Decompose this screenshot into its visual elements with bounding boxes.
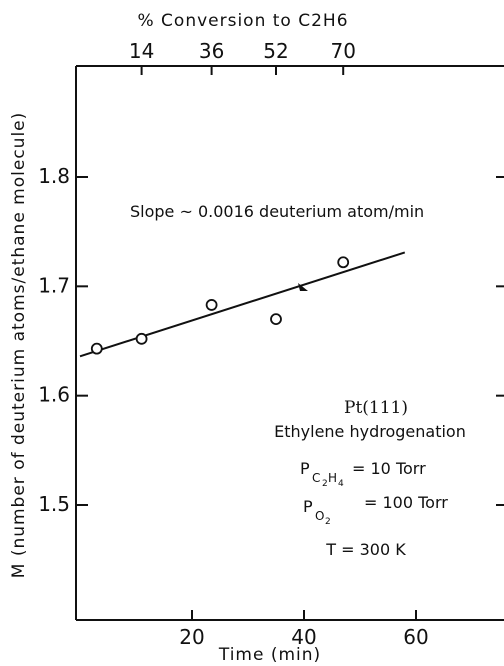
top-tick-label: 52 xyxy=(263,39,288,63)
temperature-label: T = 300 K xyxy=(325,540,406,559)
top-axis-ticks: 14 36 52 70 xyxy=(129,39,356,75)
x-axis-title: Time (min) xyxy=(218,645,321,665)
top-tick-label: 36 xyxy=(199,39,224,63)
p-o2-value: = 100 Torr xyxy=(364,493,448,512)
right-axis-ticks xyxy=(496,176,504,506)
top-axis-title: % Conversion to C2H6 xyxy=(137,11,348,31)
data-point xyxy=(270,313,282,326)
p-o2-subscript: O xyxy=(315,509,324,523)
x-axis-ticks: 20 40 60 xyxy=(179,610,429,649)
p-c2h4-subscript-3: H xyxy=(328,471,337,485)
data-point xyxy=(135,332,148,345)
y-axis-title: M (number of deuterium atoms/ethane mole… xyxy=(9,112,29,579)
y-tick-label: 1.7 xyxy=(38,273,70,297)
y-tick-label: 1.8 xyxy=(38,164,70,188)
p-c2h4-subscript: C xyxy=(312,471,320,485)
fit-line xyxy=(79,251,406,358)
x-tick-label: 40 xyxy=(291,625,316,649)
p-c2h4-symbol: P xyxy=(300,459,310,478)
p-c2h4-value: = 10 Torr xyxy=(352,459,426,478)
top-tick-label: 14 xyxy=(129,39,154,63)
p-c2h4-subscript-4: 4 xyxy=(338,479,344,489)
y-axis-ticks: 1.5 1.6 1.7 1.8 xyxy=(38,164,88,516)
surface-label: Pt(111) xyxy=(344,398,408,418)
data-point xyxy=(337,256,350,269)
top-tick-label: 70 xyxy=(330,39,355,63)
data-point xyxy=(90,342,103,355)
y-tick-label: 1.6 xyxy=(38,383,70,407)
p-o2-subscript-2: 2 xyxy=(325,517,331,527)
p-o2-symbol: P xyxy=(303,497,313,516)
slope-annotation: Slope ~ 0.0016 deuterium atom/min xyxy=(130,202,424,221)
data-points xyxy=(90,256,350,355)
x-tick-label: 20 xyxy=(179,625,204,649)
p-c2h4-subscript-2: 2 xyxy=(322,479,328,489)
y-tick-label: 1.5 xyxy=(38,492,70,516)
x-tick-label: 60 xyxy=(403,625,428,649)
arrow-marker xyxy=(298,283,308,291)
reaction-label: Ethylene hydrogenation xyxy=(274,422,466,441)
data-point xyxy=(205,299,218,311)
